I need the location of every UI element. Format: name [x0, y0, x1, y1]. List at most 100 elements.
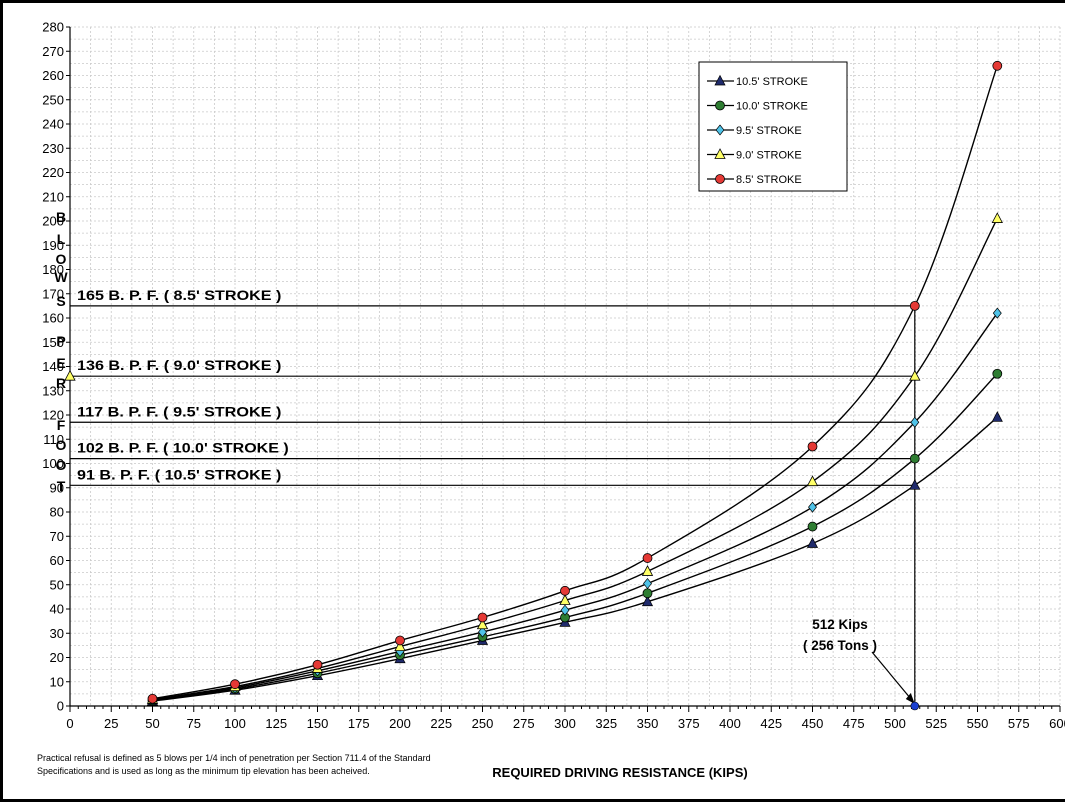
- legend-label: 8.5' STROKE: [736, 174, 802, 186]
- x-tick-label: 450: [802, 716, 824, 731]
- y-tick-label: 250: [42, 92, 64, 107]
- data-point: [230, 679, 240, 690]
- x-tick-label: 525: [925, 716, 947, 731]
- data-point: [641, 565, 654, 576]
- x-tick-label: 500: [884, 716, 906, 731]
- y-tick-label: 180: [42, 262, 64, 277]
- vertical-reference-sublabel: ( 256 Tons ): [803, 638, 877, 653]
- x-tick-label: 250: [472, 716, 494, 731]
- legend-marker: [715, 100, 725, 111]
- reference-line-label: 91 B. P. F. ( 10.5' STROKE ): [77, 467, 281, 482]
- y-tick-label: 60: [50, 553, 64, 568]
- data-point: [992, 368, 1003, 379]
- x-tick-label: 475: [843, 716, 865, 731]
- data-point: [808, 501, 817, 513]
- x-tick-label: 100: [224, 716, 246, 731]
- legend-label: 10.0' STROKE: [736, 101, 808, 113]
- series-line: [152, 373, 998, 702]
- y-tick-label: 0: [57, 699, 64, 714]
- data-point: [312, 659, 323, 670]
- data-point: [642, 553, 653, 563]
- x-tick-label: 550: [967, 716, 989, 731]
- series-line: [152, 416, 998, 702]
- x-tick-label: 25: [104, 716, 118, 731]
- y-tick-label: 100: [42, 456, 64, 471]
- x-tick-label: 175: [348, 716, 370, 731]
- y-axis-title-letter: P: [56, 333, 65, 349]
- axis-marker: [64, 369, 76, 381]
- x-tick-label: 275: [513, 716, 535, 731]
- data-point: [395, 635, 405, 646]
- y-tick-label: 30: [50, 626, 64, 641]
- y-tick-label: 80: [50, 505, 64, 520]
- data-point: [560, 585, 570, 596]
- data-point: [806, 475, 819, 487]
- x-tick-label: 575: [1008, 716, 1030, 731]
- data-point: [992, 60, 1003, 71]
- data-point: [478, 626, 487, 638]
- y-tick-label: 130: [42, 383, 64, 398]
- x-tick-label: 200: [389, 716, 411, 731]
- x-tick-label: 300: [554, 716, 576, 731]
- y-tick-label: 120: [42, 408, 64, 423]
- y-tick-label: 200: [42, 214, 64, 229]
- x-tick-label: 50: [145, 716, 159, 731]
- series-line: [152, 312, 998, 701]
- y-axis-title-letter: W: [54, 269, 68, 285]
- y-tick-label: 230: [42, 141, 64, 156]
- y-tick-label: 90: [50, 480, 64, 495]
- x-tick-label: 125: [265, 716, 287, 731]
- data-point: [909, 369, 921, 381]
- y-axis-title-letter: O: [56, 457, 67, 473]
- y-axis-title-letter: F: [57, 417, 66, 433]
- y-tick-label: 150: [42, 335, 64, 350]
- data-point: [991, 411, 1003, 422]
- legend-marker: [715, 174, 725, 184]
- reference-line-label: 102 B. P. F. ( 10.0' STROKE ): [77, 441, 289, 456]
- y-tick-label: 270: [42, 44, 64, 59]
- x-tick-label: 0: [66, 716, 73, 731]
- y-axis-title-letter: E: [56, 355, 65, 371]
- data-point: [147, 693, 158, 704]
- y-axis-title-letter: L: [57, 231, 66, 247]
- y-tick-label: 110: [43, 432, 64, 447]
- pointer-arrow-head: [905, 693, 915, 704]
- data-point: [476, 618, 489, 630]
- data-point: [909, 479, 921, 490]
- y-tick-label: 10: [50, 674, 64, 689]
- vertical-reference-label: 512 Kips: [812, 617, 868, 632]
- reference-line-label: 136 B. P. F. ( 9.0' STROKE ): [77, 358, 281, 373]
- data-point: [641, 595, 654, 607]
- y-tick-label: 170: [42, 286, 64, 301]
- data-point: [477, 612, 488, 623]
- data-point: [394, 640, 406, 651]
- legend-label: 9.0' STROKE: [736, 150, 802, 162]
- data-point: [559, 594, 571, 605]
- x-tick-label: 350: [637, 716, 659, 731]
- grid: [69, 26, 1061, 707]
- y-tick-label: 160: [42, 311, 64, 326]
- x-tick-label: 375: [678, 716, 700, 731]
- y-axis-title-letter: R: [56, 375, 66, 391]
- x-tick-label: 75: [187, 716, 201, 731]
- legend-label: 9.5' STROKE: [736, 125, 802, 137]
- y-axis-title-letter: S: [56, 293, 65, 309]
- y-axis-title-letter: B: [56, 209, 66, 225]
- y-tick-label: 190: [42, 238, 64, 253]
- y-tick-label: 20: [50, 650, 64, 665]
- legend-marker: [714, 148, 726, 159]
- y-tick-label: 70: [50, 529, 64, 544]
- legend-label: 10.5' STROKE: [736, 76, 808, 88]
- y-axis-title-letter: O: [56, 437, 67, 453]
- y-axis-title-letter: T: [57, 478, 66, 494]
- y-tick-label: 240: [42, 117, 64, 132]
- x-axis-title: REQUIRED DRIVING RESISTANCE (KIPS): [492, 765, 748, 780]
- x-tick-label: 400: [719, 716, 741, 731]
- data-point: [991, 212, 1003, 223]
- data-point: [909, 300, 920, 311]
- y-tick-label: 40: [50, 602, 64, 617]
- y-axis-title-letter: O: [56, 251, 67, 267]
- data-point: [909, 453, 920, 464]
